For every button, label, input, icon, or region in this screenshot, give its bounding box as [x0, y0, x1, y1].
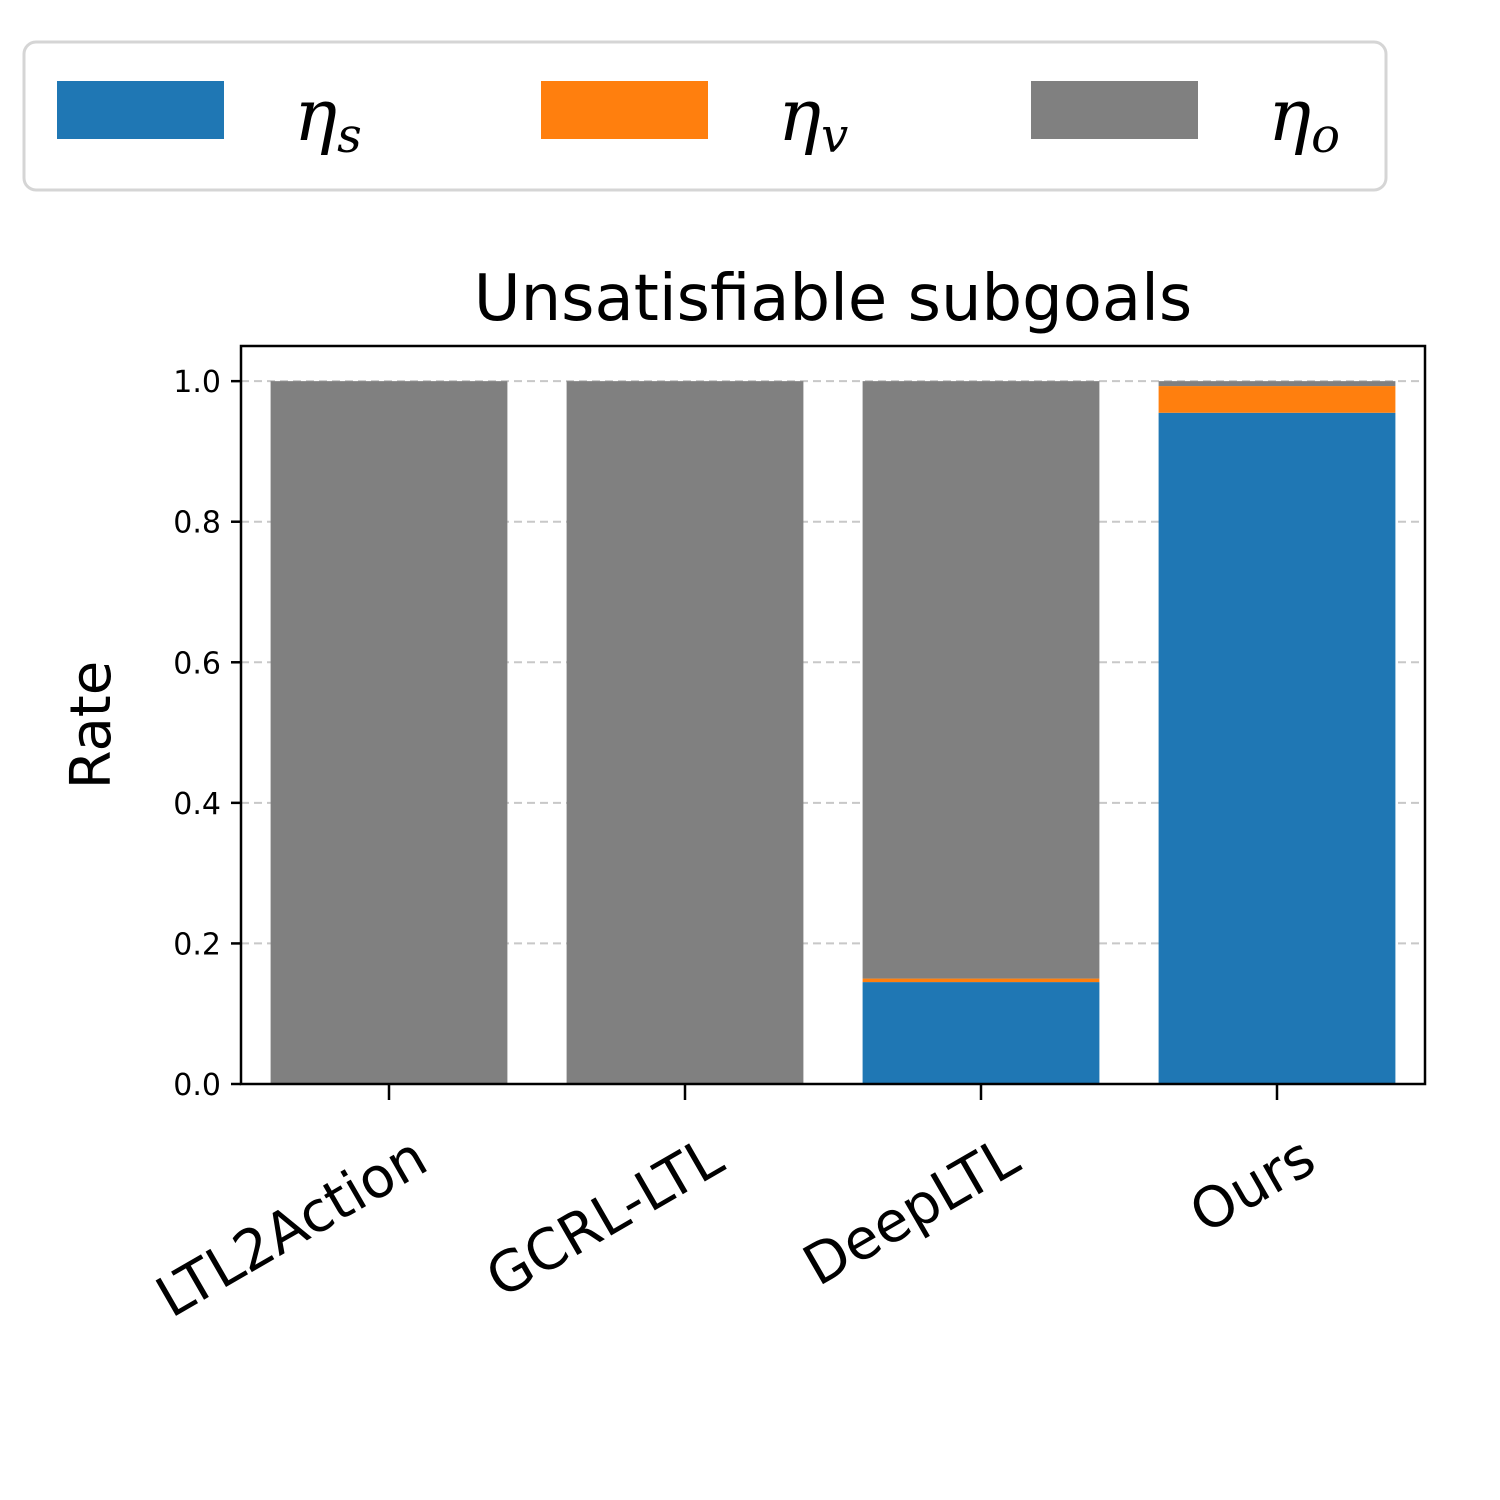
y-axis-label: Rate — [59, 661, 124, 789]
chart-title: Unsatisfiable subgoals — [474, 262, 1193, 336]
bar-v-deepltl — [862, 978, 1100, 983]
bar-o-deepltl — [862, 381, 1100, 979]
y-tick-label: 0.4 — [173, 787, 221, 822]
legend-label-s: ηs — [294, 73, 362, 164]
legend-label-v: ηv — [778, 73, 848, 164]
y-tick-label: 0.6 — [173, 646, 221, 681]
x-tick-label: Ours — [1179, 1124, 1326, 1246]
legend-swatch-v — [541, 81, 708, 139]
y-tick-label: 0.8 — [173, 506, 221, 541]
y-axis: 0.0 0.2 0.4 0.6 0.8 1.0 — [173, 365, 241, 1103]
x-tick-label: DeepLTL — [793, 1124, 1030, 1299]
bar-o-ours — [1158, 381, 1396, 387]
y-tick-label: 1.0 — [173, 365, 221, 400]
x-tick-label: GCRL-LTL — [476, 1124, 734, 1311]
bar-o-ltl2action — [270, 381, 508, 1085]
bar-s-ours — [1158, 412, 1396, 1084]
legend-label-o: ηo — [1268, 73, 1340, 164]
plot-frame — [239, 344, 1427, 1086]
x-axis: LTL2Action GCRL-LTL DeepLTL Ours — [146, 1084, 1326, 1331]
legend-swatch-o — [1031, 81, 1198, 139]
y-tick-label: 0.2 — [173, 927, 221, 962]
bar-v-ours — [1158, 386, 1396, 413]
legend: ηs ηv ηo — [22, 40, 1388, 192]
y-tick-label: 0.0 — [173, 1068, 221, 1103]
legend-swatch-s — [57, 81, 224, 139]
bars — [270, 381, 1396, 1085]
bar-o-gcrl-ltl — [566, 381, 804, 1085]
bar-s-deepltl — [862, 982, 1100, 1084]
x-tick-label: LTL2Action — [146, 1124, 438, 1330]
